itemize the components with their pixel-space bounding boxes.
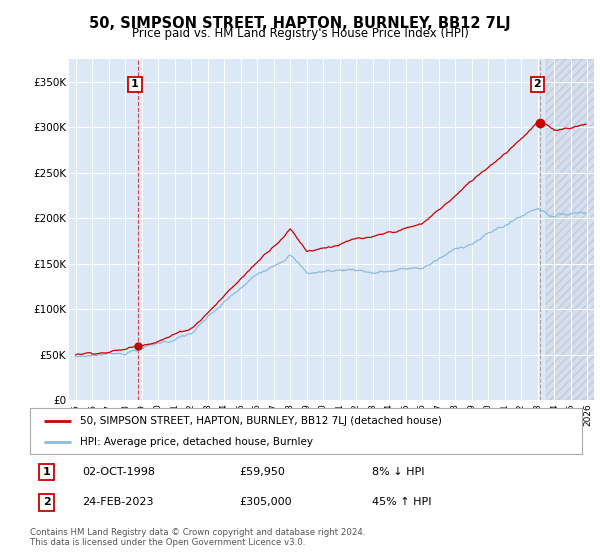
Text: 50, SIMPSON STREET, HAPTON, BURNLEY, BB12 7LJ (detached house): 50, SIMPSON STREET, HAPTON, BURNLEY, BB1…: [80, 416, 442, 426]
Text: 02-OCT-1998: 02-OCT-1998: [82, 467, 155, 477]
Text: 45% ↑ HPI: 45% ↑ HPI: [372, 497, 432, 507]
Text: £59,950: £59,950: [240, 467, 286, 477]
Text: HPI: Average price, detached house, Burnley: HPI: Average price, detached house, Burn…: [80, 437, 313, 447]
Text: 2: 2: [533, 80, 541, 89]
Text: 1: 1: [43, 467, 50, 477]
Text: £305,000: £305,000: [240, 497, 292, 507]
Bar: [546, 59, 594, 400]
Text: Contains HM Land Registry data © Crown copyright and database right 2024.
This d: Contains HM Land Registry data © Crown c…: [30, 528, 365, 547]
Text: 8% ↓ HPI: 8% ↓ HPI: [372, 467, 425, 477]
Text: Price paid vs. HM Land Registry's House Price Index (HPI): Price paid vs. HM Land Registry's House …: [131, 27, 469, 40]
Text: 24-FEB-2023: 24-FEB-2023: [82, 497, 154, 507]
Text: 2: 2: [43, 497, 50, 507]
Text: 1: 1: [131, 80, 139, 89]
Text: 50, SIMPSON STREET, HAPTON, BURNLEY, BB12 7LJ: 50, SIMPSON STREET, HAPTON, BURNLEY, BB1…: [89, 16, 511, 31]
